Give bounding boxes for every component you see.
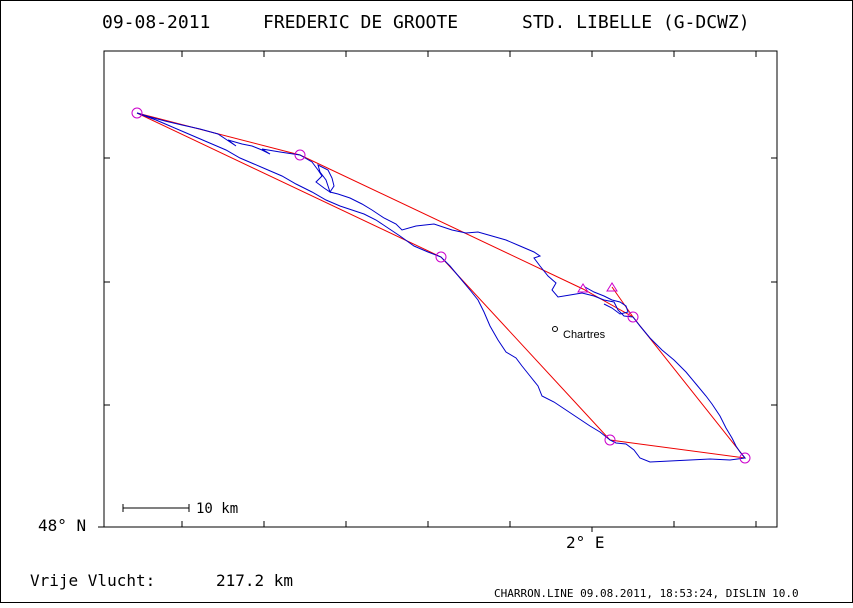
- turnpoint-1: [294, 149, 306, 161]
- frame-ticks: [98, 51, 777, 532]
- scale-label: 10 km: [196, 501, 238, 517]
- pilot-name: FREDERIC DE GROOTE: [263, 12, 458, 33]
- turnpoint-5: [739, 452, 751, 464]
- turnpoint-start: [131, 107, 143, 119]
- task-legs: [136, 112, 747, 459]
- longitude-label: 2° E: [566, 533, 605, 552]
- turnpoint-3: [627, 311, 639, 323]
- scale-bar: [122, 504, 190, 512]
- distance-value: 217.2 km: [216, 571, 293, 590]
- turnpoint-4: [604, 434, 616, 446]
- triangle-marker-2: [606, 282, 618, 292]
- gps-track: [136, 112, 746, 463]
- distance-label: Vrije Vlucht:: [30, 571, 155, 590]
- turnpoints: [131, 107, 751, 464]
- flight-date: 09-08-2011: [102, 12, 210, 33]
- map-frame: [103, 50, 778, 528]
- glider-name: STD. LIBELLE (G-DCWZ): [522, 12, 750, 33]
- place-marker: [552, 326, 558, 332]
- triangle-marker-1: [577, 283, 589, 293]
- latitude-label: 48° N: [38, 516, 86, 535]
- footer-info: CHARRON.LINE 09.08.2011, 18:53:24, DISLI…: [494, 587, 799, 600]
- turnpoint-2: [435, 251, 447, 263]
- place-name: Chartres: [563, 329, 606, 341]
